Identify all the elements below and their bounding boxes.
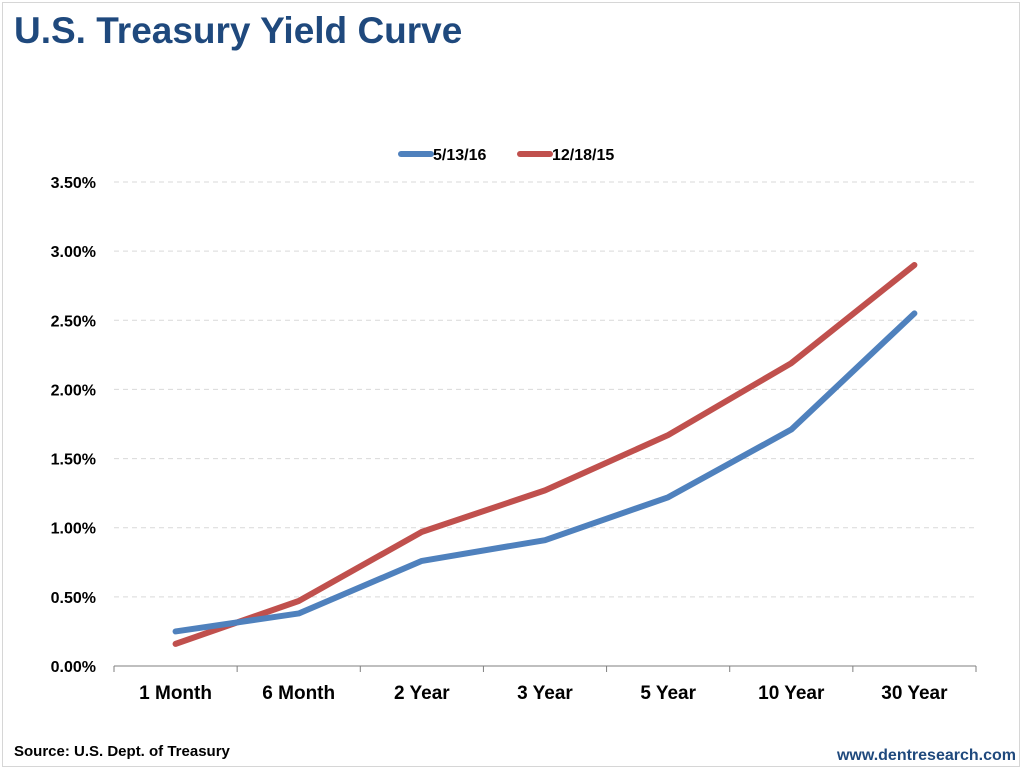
data-point [544,489,546,491]
series-lines [172,261,918,647]
y-tick-label: 1.00% [51,521,96,538]
data-point [421,531,423,533]
data-point [913,312,915,314]
y-tick-label: 0.50% [51,590,96,607]
data-point [175,630,177,632]
data-point [913,264,915,266]
data-point [667,496,669,498]
series-line-12-18-15 [172,261,918,647]
y-tick-label: 3.00% [51,244,96,261]
legend-label: 12/18/15 [552,147,614,164]
data-point [175,643,177,645]
x-tick-label: 30 Year [881,683,948,704]
y-tick-label: 2.50% [51,313,96,330]
website-link[interactable]: www.dentresearch.com [836,747,1016,764]
x-tick-label: 3 Year [517,683,573,704]
y-tick-label: 1.50% [51,452,96,469]
chart-title: U.S. Treasury Yield Curve [14,10,463,51]
data-point [790,362,792,364]
x-tick-label: 5 Year [640,683,696,704]
x-tick-label: 1 Month [139,683,212,704]
data-point [298,612,300,614]
legend-label: 5/13/16 [433,147,486,164]
series-line-5-13-16 [172,310,918,635]
y-axis-ticks: 0.00% 0.50% 1.00% 1.50% 2.00% 2.50% 3.00% 3.50% [51,175,96,676]
data-point [790,429,792,431]
y-tick-label: 2.00% [51,382,96,399]
data-point [298,600,300,602]
x-tick-label: 10 Year [758,683,825,704]
x-axis-ticks: 1 Month 6 Month 2 Year 3 Year 5 Year 10 Year 3… [139,683,948,704]
y-tick-label: 0.00% [51,659,96,676]
data-point [544,539,546,541]
axes [113,665,977,672]
source-note: Source: U.S. Dept. of Treasury [14,743,230,760]
x-tick-label: 2 Year [394,683,450,704]
data-point [667,434,669,436]
data-point [421,560,423,562]
legend: 5/13/16 12/18/15 [398,147,614,164]
x-tick-label: 6 Month [262,683,335,704]
gridlines [114,181,976,598]
y-tick-label: 3.50% [51,175,96,192]
